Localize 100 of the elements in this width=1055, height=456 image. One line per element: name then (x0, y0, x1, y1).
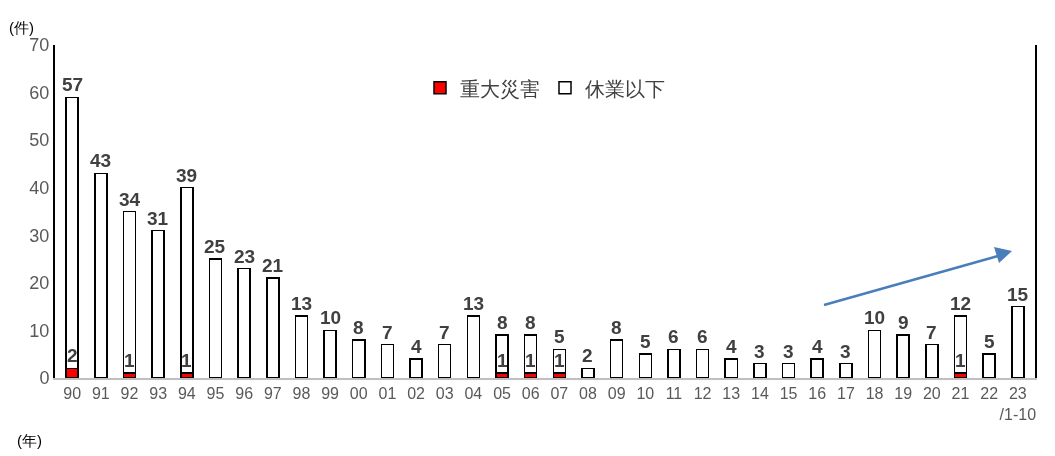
bar (409, 358, 423, 378)
x-tick-label: 02 (407, 384, 426, 402)
x-tick-label: 94 (177, 384, 196, 402)
bar (122, 210, 137, 374)
bar (609, 339, 624, 378)
data-label: 25 (204, 236, 226, 257)
data-label: 3 (754, 341, 765, 362)
x-tick-label: 05 (493, 384, 512, 402)
x-tick-label: 92 (120, 384, 139, 402)
x-tick-label: 09 (607, 384, 626, 402)
x-axis-title: (年) (17, 432, 42, 449)
data-label: 43 (90, 150, 112, 171)
x-tick-label: 16 (808, 384, 827, 402)
legend-label: 休業以下 (585, 77, 665, 100)
data-label: 57 (62, 74, 84, 95)
x-tick-label: 04 (464, 384, 483, 402)
x-tick-label: 23 /1-10 (999, 384, 1037, 423)
data-label: 6 (697, 326, 708, 347)
x-tick-label: 91 (91, 384, 110, 402)
bar (581, 367, 595, 378)
y-tick-label: 40 (29, 178, 50, 199)
x-tick-label: 19 (894, 384, 913, 402)
x-tick-label: 03 (435, 384, 454, 402)
data-label: 4 (726, 336, 737, 357)
x-tick-label: 13 (722, 384, 741, 402)
bar (896, 334, 910, 378)
bar (753, 362, 767, 378)
y-axis-title: (件) (9, 19, 34, 36)
x-tick-label: 99 (321, 384, 340, 402)
data-label: 2 (67, 345, 78, 366)
data-label: 4 (411, 336, 422, 357)
bar (466, 315, 481, 378)
x-tick-label: 20 (922, 384, 941, 402)
data-label: 1 (124, 350, 135, 371)
data-label: 34 (119, 189, 141, 210)
bar (351, 339, 366, 378)
y-tick-label: 50 (29, 130, 50, 151)
bar (180, 186, 194, 374)
bar (94, 172, 108, 378)
x-tick-label: 15 (779, 384, 798, 402)
bar (638, 353, 653, 378)
data-label: 5 (554, 326, 565, 347)
y-tick-label: 20 (29, 273, 50, 294)
bar (495, 334, 509, 374)
bar (982, 353, 996, 378)
data-label: 7 (926, 322, 937, 343)
data-label: 10 (864, 307, 886, 328)
x-tick-label: 07 (550, 384, 569, 402)
data-label: 13 (291, 293, 313, 314)
data-label: 15 (1007, 284, 1029, 305)
x-tick-label: 11 (665, 384, 683, 402)
data-label: 1 (181, 350, 192, 371)
x-tick-label: 06 (521, 384, 540, 402)
data-label: 31 (147, 208, 169, 229)
x-tick-label: 12 (693, 384, 712, 402)
data-label: 6 (668, 326, 679, 347)
x-tick-label: 00 (349, 384, 368, 402)
bar (781, 362, 796, 378)
x-tick-label: 95 (206, 384, 225, 402)
data-label: 2 (582, 345, 593, 366)
data-label: 39 (176, 165, 198, 186)
bar (323, 329, 337, 378)
x-tick-label: 17 (836, 384, 855, 402)
bar (1011, 305, 1025, 378)
data-label: 13 (463, 293, 485, 314)
x-tick-label: 96 (235, 384, 254, 402)
data-label: 1 (955, 350, 966, 371)
bar (810, 358, 824, 378)
y-tick-label: 10 (29, 320, 50, 341)
y-tick-label: 0 (39, 368, 50, 389)
data-label: 5 (984, 331, 995, 352)
bar (667, 348, 681, 378)
data-label: 8 (525, 312, 536, 333)
data-label: 7 (382, 322, 393, 343)
x-tick-label: 21 (951, 384, 970, 402)
y-tick-label: 70 (29, 35, 50, 56)
x-tick-label: 01 (378, 384, 397, 402)
data-label: 8 (611, 317, 622, 338)
data-label: 4 (812, 336, 823, 357)
x-tick-label: 22 (980, 384, 999, 402)
bar (724, 358, 739, 378)
x-tick-label: 14 (751, 384, 769, 402)
data-label: 1 (525, 350, 536, 371)
x-tick-label: 90 (63, 384, 82, 402)
bar (266, 277, 280, 378)
bar (437, 343, 452, 378)
bar (151, 229, 165, 378)
bar (925, 343, 939, 378)
x-tick-label: 10 (636, 384, 655, 402)
bar (380, 343, 395, 378)
data-label: 3 (783, 341, 794, 362)
bar (695, 348, 710, 378)
x-tick-label: 18 (865, 384, 884, 402)
data-label: 3 (840, 341, 851, 362)
bar (867, 329, 882, 378)
data-label: 8 (497, 312, 508, 333)
bar (294, 315, 309, 378)
x-tick-label: 08 (579, 384, 597, 402)
bar (208, 258, 223, 378)
data-label: 8 (353, 317, 364, 338)
